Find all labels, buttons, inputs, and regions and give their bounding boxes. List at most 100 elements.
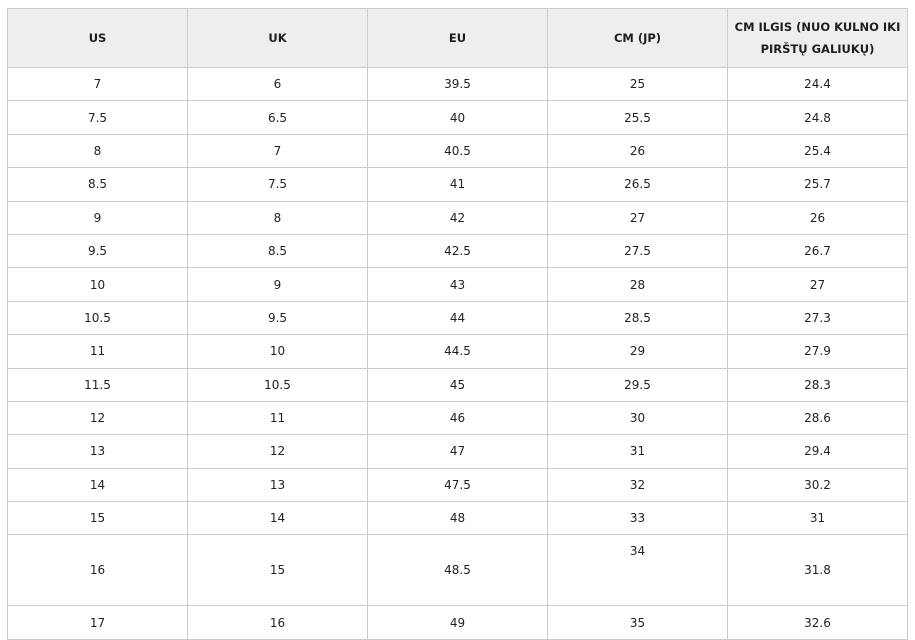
cell-eu: 46 — [367, 400, 548, 436]
cell-cm-length: 24.4 — [727, 66, 908, 102]
cell-uk: 7.5 — [187, 167, 368, 202]
cell-cm-jp: 30 — [547, 400, 728, 436]
header-us: US — [7, 8, 188, 68]
cell-us: 13 — [7, 434, 188, 469]
cell-uk: 8.5 — [187, 233, 368, 269]
cell-eu: 42.5 — [367, 233, 548, 269]
header-row: US UK EU CM (JP) CM ILGIS (NUO KULNO IKI… — [7, 8, 908, 68]
cell-eu: 47.5 — [367, 467, 548, 503]
cell-uk: 12 — [187, 434, 368, 469]
cell-cm-length: 28.6 — [727, 400, 908, 436]
cell-cm-length: 31 — [727, 501, 908, 536]
cell-eu: 40 — [367, 100, 548, 135]
cell-us: 7 — [7, 66, 188, 102]
cell-cm-length: 24.8 — [727, 100, 908, 135]
cell-cm-length: 27 — [727, 267, 908, 302]
cell-eu: 39.5 — [367, 66, 548, 102]
cell-uk: 9 — [187, 267, 368, 302]
cell-cm-jp: 27 — [547, 200, 728, 235]
cell-eu: 43 — [367, 267, 548, 302]
cell-us: 15 — [7, 501, 188, 536]
cell-us: 14 — [7, 467, 188, 503]
table-row: 16 15 48.5 34 31.8 — [7, 534, 908, 607]
table-row: 7 6 39.5 25 24.4 — [7, 66, 908, 102]
cell-eu: 40.5 — [367, 133, 548, 169]
cell-us: 8 — [7, 133, 188, 169]
cell-uk: 6.5 — [187, 100, 368, 135]
table-row: 17 16 49 35 32.6 — [7, 605, 908, 640]
cell-cm-jp: 25 — [547, 66, 728, 102]
table-row: 9 8 42 27 26 — [7, 200, 908, 235]
cell-cm-jp: 25.5 — [547, 100, 728, 135]
size-chart-table: US UK EU CM (JP) CM ILGIS (NUO KULNO IKI… — [7, 8, 908, 640]
header-cm-length: CM ILGIS (NUO KULNO IKI PIRŠTŲ GALIUKŲ) — [727, 8, 908, 68]
cell-cm-length: 31.8 — [727, 534, 908, 607]
table-row: 8 7 40.5 26 25.4 — [7, 133, 908, 169]
table-row: 15 14 48 33 31 — [7, 501, 908, 536]
cell-cm-length: 32.6 — [727, 605, 908, 640]
cell-cm-jp: 26 — [547, 133, 728, 169]
cell-us: 7.5 — [7, 100, 188, 135]
cell-cm-jp: 32 — [547, 467, 728, 503]
cell-cm-jp: 28 — [547, 267, 728, 302]
cell-uk: 10.5 — [187, 367, 368, 402]
cell-uk: 16 — [187, 605, 368, 640]
cell-eu: 48 — [367, 501, 548, 536]
cell-cm-length: 25.7 — [727, 167, 908, 202]
cell-us: 11 — [7, 334, 188, 369]
table-row: 13 12 47 31 29.4 — [7, 434, 908, 469]
cell-uk: 10 — [187, 334, 368, 369]
cell-cm-jp: 34 — [547, 534, 728, 607]
cell-cm-jp: 33 — [547, 501, 728, 536]
cell-eu: 47 — [367, 434, 548, 469]
cell-cm-length: 26 — [727, 200, 908, 235]
cell-us: 10 — [7, 267, 188, 302]
cell-cm-jp: 28.5 — [547, 300, 728, 336]
cell-cm-jp: 35 — [547, 605, 728, 640]
cell-eu: 48.5 — [367, 534, 548, 607]
cell-uk: 8 — [187, 200, 368, 235]
cell-us: 8.5 — [7, 167, 188, 202]
cell-us: 10.5 — [7, 300, 188, 336]
cell-cm-jp: 29 — [547, 334, 728, 369]
cell-cm-jp: 26.5 — [547, 167, 728, 202]
cell-uk: 11 — [187, 400, 368, 436]
table-row: 9.5 8.5 42.5 27.5 26.7 — [7, 233, 908, 269]
cell-cm-length: 29.4 — [727, 434, 908, 469]
cell-uk: 15 — [187, 534, 368, 607]
table-row: 12 11 46 30 28.6 — [7, 400, 908, 436]
cell-uk: 7 — [187, 133, 368, 169]
cell-us: 9 — [7, 200, 188, 235]
cell-us: 11.5 — [7, 367, 188, 402]
table-row: 10 9 43 28 27 — [7, 267, 908, 302]
cell-us: 9.5 — [7, 233, 188, 269]
cell-cm-jp: 31 — [547, 434, 728, 469]
cell-eu: 44.5 — [367, 334, 548, 369]
cell-uk: 9.5 — [187, 300, 368, 336]
cell-eu: 41 — [367, 167, 548, 202]
cell-uk: 13 — [187, 467, 368, 503]
cell-cm-length: 27.3 — [727, 300, 908, 336]
cell-us: 16 — [7, 534, 188, 607]
table-row: 14 13 47.5 32 30.2 — [7, 467, 908, 503]
cell-cm-length: 26.7 — [727, 233, 908, 269]
cell-cm-length: 25.4 — [727, 133, 908, 169]
cell-cm-length: 27.9 — [727, 334, 908, 369]
cell-eu: 44 — [367, 300, 548, 336]
cell-uk: 6 — [187, 66, 368, 102]
cell-eu: 49 — [367, 605, 548, 640]
cell-cm-length: 30.2 — [727, 467, 908, 503]
cell-uk: 14 — [187, 501, 368, 536]
table-row: 11.5 10.5 45 29.5 28.3 — [7, 367, 908, 402]
cell-us: 12 — [7, 400, 188, 436]
table-row: 11 10 44.5 29 27.9 — [7, 334, 908, 369]
cell-eu: 42 — [367, 200, 548, 235]
cell-cm-jp: 27.5 — [547, 233, 728, 269]
cell-cm-length: 28.3 — [727, 367, 908, 402]
header-uk: UK — [187, 8, 368, 68]
table-body: 7 6 39.5 25 24.4 7.5 6.5 40 25.5 24.8 8 7 40.5 26 25.4… — [7, 66, 908, 640]
cell-us: 17 — [7, 605, 188, 640]
cell-eu: 45 — [367, 367, 548, 402]
table-row: 10.5 9.5 44 28.5 27.3 — [7, 300, 908, 336]
header-cm-jp: CM (JP) — [547, 8, 728, 68]
